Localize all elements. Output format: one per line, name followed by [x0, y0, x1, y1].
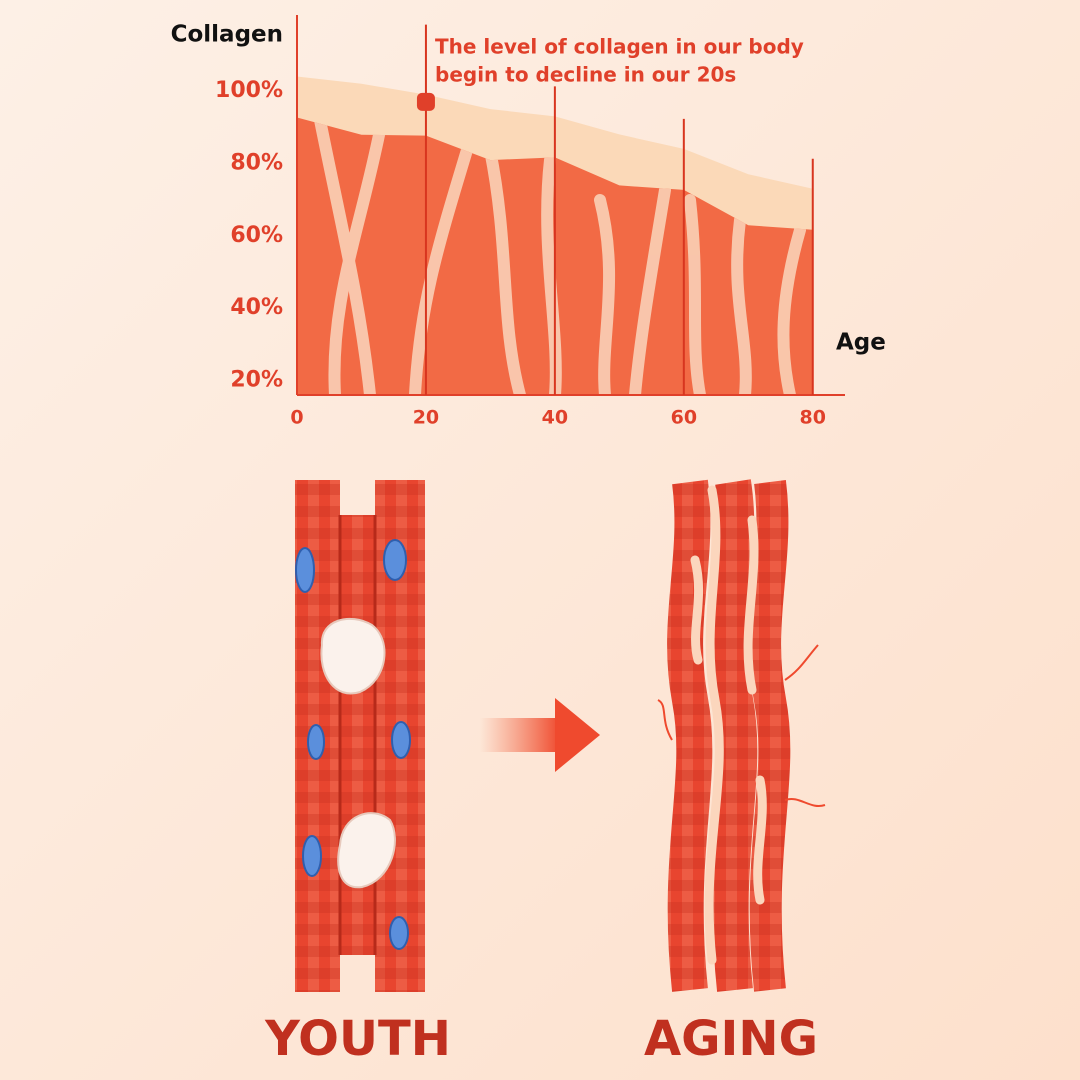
chart-overlay: 20% 40% 60% 80% 100% 0 20 40 60 80 Collagen Age The …	[171, 15, 886, 429]
x-tick-label: 0	[290, 407, 303, 429]
x-tick-label: 20	[413, 407, 439, 429]
x-tick-label: 40	[542, 407, 568, 429]
aging-illustration	[657, 479, 826, 992]
arrow	[480, 698, 600, 772]
highlight-marker	[416, 92, 435, 111]
x-tick-label: 80	[800, 407, 826, 429]
fibers	[314, 117, 806, 396]
annotation: begin to decline in our 20s	[435, 63, 736, 87]
y-tick-label: 20%	[230, 368, 283, 393]
x-tick-label: 60	[671, 407, 697, 429]
y-tick-label: 40%	[230, 295, 283, 320]
y-tick-label: 60%	[230, 223, 283, 248]
annotation: The level of collagen in our body	[435, 35, 804, 59]
y-tick-label: 100%	[215, 78, 283, 103]
x-axis-label: Age	[836, 330, 886, 356]
y-axis-label: Collagen	[171, 22, 283, 48]
youth-illustration	[295, 480, 425, 992]
aging-label: AGING	[644, 1011, 818, 1067]
y-tick-label: 80%	[230, 150, 283, 175]
youth-label: YOUTH	[264, 1011, 451, 1067]
